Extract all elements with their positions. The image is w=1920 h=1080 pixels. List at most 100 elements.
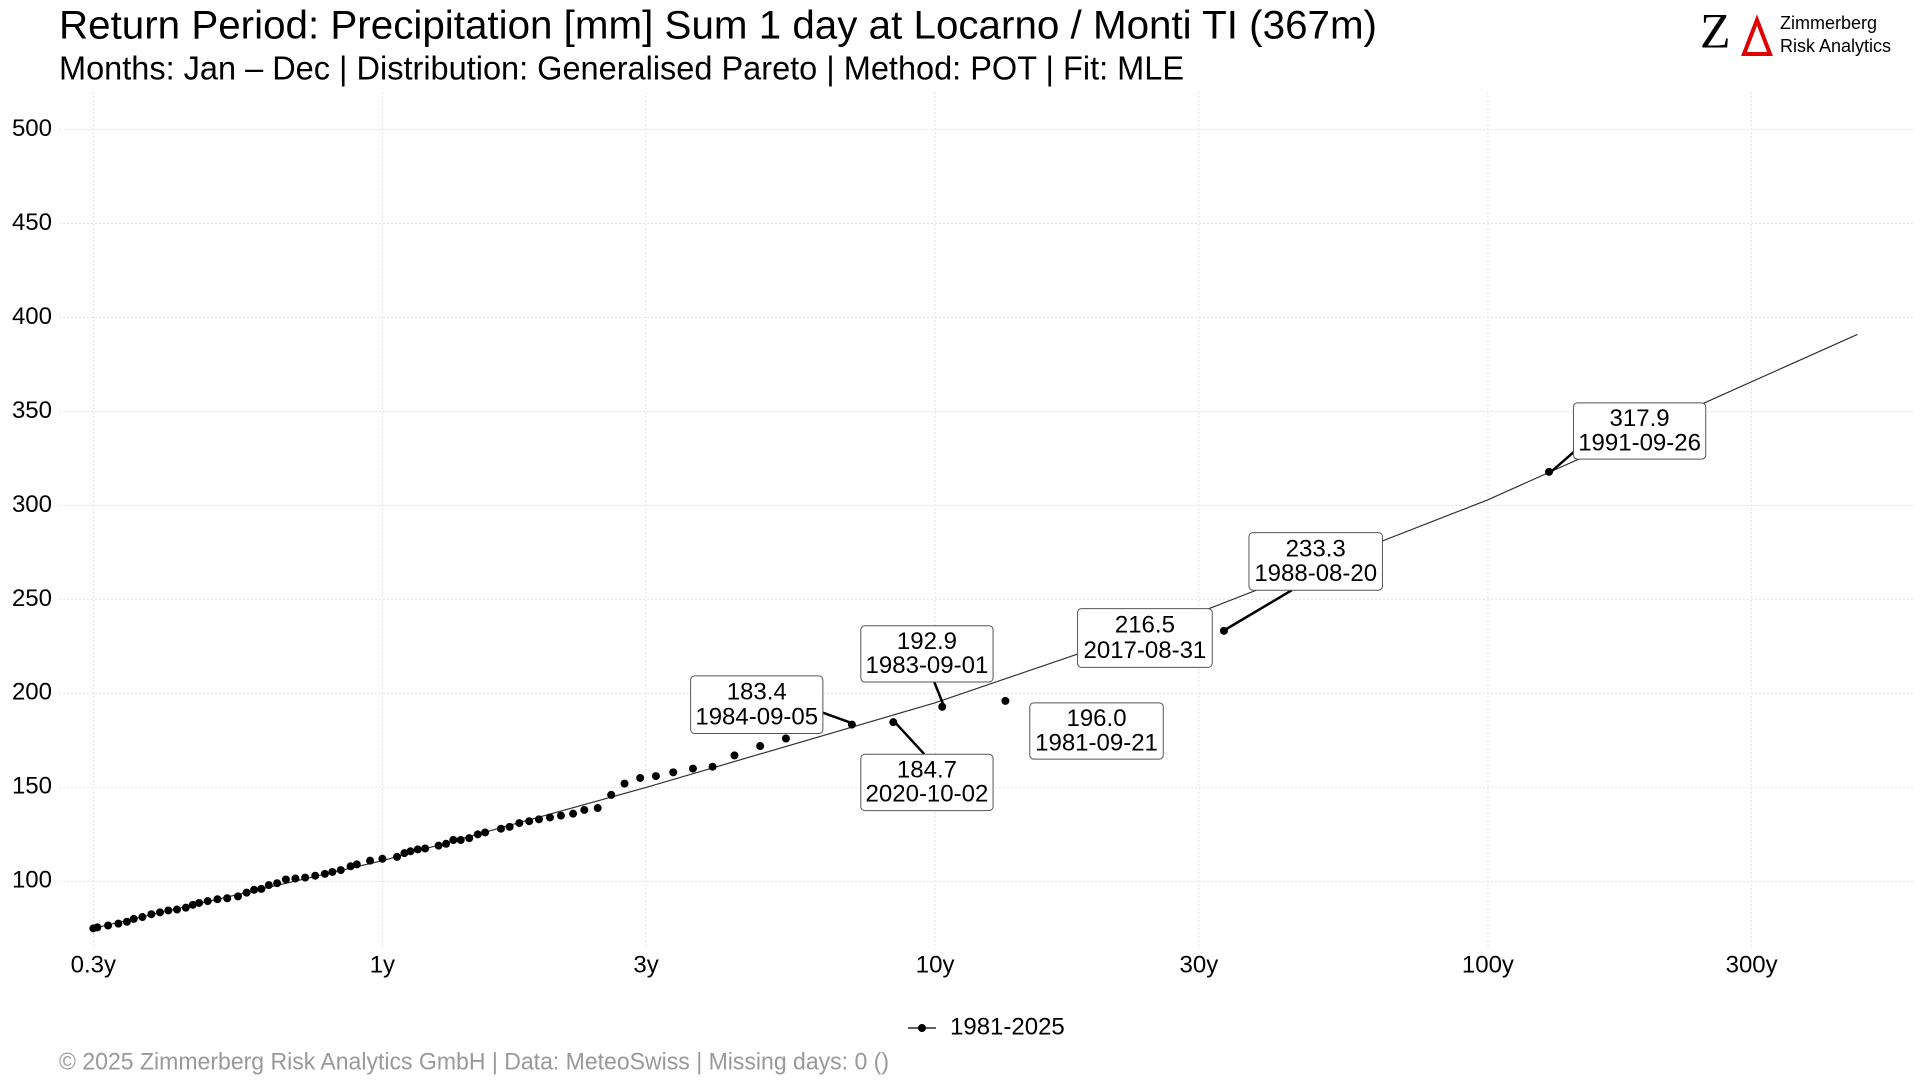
point (138, 913, 147, 922)
point (291, 874, 300, 883)
point (534, 815, 543, 824)
point (366, 856, 375, 865)
point (336, 866, 345, 875)
x-tick-label: 0.3y (71, 951, 116, 978)
point (473, 830, 482, 839)
point (1545, 467, 1554, 476)
leader-line (933, 681, 946, 707)
leader-line (894, 721, 926, 756)
point (147, 910, 156, 919)
point (242, 888, 251, 897)
point (636, 773, 645, 782)
point (515, 819, 524, 828)
point (311, 871, 320, 880)
legend-point (918, 1024, 926, 1032)
point (781, 734, 790, 743)
point (688, 764, 697, 773)
annotation-box (1029, 702, 1164, 760)
annotation-date: 1984-09-05 (695, 703, 818, 730)
annotation-box (860, 753, 994, 812)
point (496, 824, 505, 833)
point (104, 921, 113, 930)
point (164, 906, 173, 915)
x-tick-label: 300y (1726, 951, 1778, 978)
point (188, 900, 197, 909)
point (352, 860, 361, 869)
annotation-value: 317.9 (1610, 405, 1670, 432)
point (250, 885, 259, 894)
x-tick-label: 30y (1180, 951, 1219, 978)
x-tick-label: 100y (1462, 951, 1514, 978)
point (456, 835, 465, 844)
point (273, 879, 282, 888)
point (257, 884, 266, 893)
point (442, 839, 451, 848)
annotation-box (1077, 608, 1213, 668)
annotation-value: 196.0 (1066, 705, 1126, 732)
point (620, 779, 629, 788)
point (320, 869, 329, 878)
annotation-date: 2020-10-02 (866, 781, 989, 808)
annotation-date: 1981-09-21 (1035, 729, 1158, 756)
annotation-value: 184.7 (897, 757, 957, 784)
point (413, 845, 422, 854)
point (651, 772, 660, 781)
x-tick-label: 10y (916, 951, 955, 978)
chart-subtitle: Months: Jan – Dec | Distribution: Genera… (59, 50, 1184, 87)
point (378, 854, 387, 863)
chart-title: Return Period: Precipitation [mm] Sum 1 … (59, 4, 1377, 48)
annotation-date: 1991-09-26 (1578, 429, 1701, 456)
logo-letter: Z (1700, 2, 1731, 58)
point (569, 809, 578, 818)
annotation-box (690, 675, 824, 734)
point (172, 905, 181, 914)
y-tick-label: 100 (12, 867, 52, 894)
point (393, 852, 402, 861)
y-tick-label: 500 (12, 115, 52, 142)
point (213, 895, 222, 904)
x-tick-label: 1y (370, 951, 395, 978)
point (505, 822, 514, 831)
y-tick-label: 350 (12, 397, 52, 424)
point (122, 917, 131, 926)
point (156, 908, 165, 917)
point (400, 849, 409, 858)
point (730, 751, 739, 760)
point (465, 834, 474, 843)
annotation-date: 1988-08-20 (1254, 560, 1377, 587)
point (434, 841, 443, 850)
annotation-date: 2017-08-31 (1084, 637, 1207, 664)
footer: © 2025 Zimmerberg Risk Analytics GmbH | … (59, 1048, 889, 1075)
point (195, 898, 204, 907)
point (525, 817, 534, 826)
point (264, 881, 273, 890)
point (203, 897, 212, 906)
y-tick-label: 300 (12, 491, 52, 518)
point (406, 847, 415, 856)
legend-label: 1981-2025 (950, 1013, 1065, 1040)
annotation-value: 192.9 (897, 628, 957, 655)
point (346, 862, 355, 871)
point (328, 867, 337, 876)
logo-text: Zimmerberg (1780, 13, 1877, 33)
point (1001, 696, 1010, 705)
point (756, 742, 765, 751)
leader-line (1225, 589, 1293, 631)
point (593, 804, 602, 813)
point (114, 919, 123, 928)
annotation-box (860, 625, 994, 683)
y-tick-label: 200 (12, 679, 52, 706)
y-tick-label: 250 (12, 585, 52, 612)
point (181, 903, 190, 912)
logo-triangle (1741, 14, 1773, 56)
y-tick-label: 150 (12, 773, 52, 800)
point (449, 835, 458, 844)
annotation-box (1572, 402, 1707, 460)
annotation-box (1248, 532, 1383, 591)
point (281, 875, 290, 884)
point (93, 923, 102, 932)
point (580, 805, 589, 814)
annotation-date: 1983-09-01 (866, 652, 989, 679)
point (301, 873, 310, 882)
